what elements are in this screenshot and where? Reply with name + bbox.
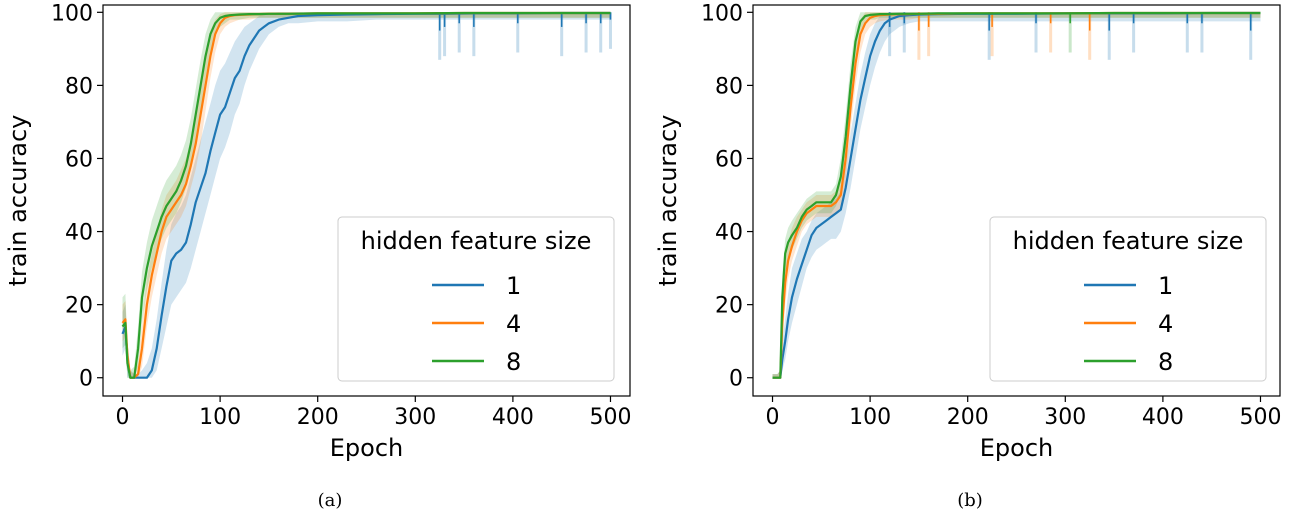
y-tick-label: 0 — [729, 367, 743, 392]
plot-frame — [752, 4, 1281, 397]
panel-caption: (b) — [957, 490, 983, 511]
legend-label-8: 8 — [1158, 348, 1173, 376]
x-tick-label: 100 — [199, 405, 241, 430]
legend-title: hidden feature size — [361, 227, 592, 255]
y-tick-label: 40 — [715, 221, 743, 246]
series-line-8 — [121, 11, 611, 379]
series-line-8 — [772, 11, 1261, 379]
legend-box — [337, 216, 615, 382]
legend-box — [989, 216, 1267, 382]
x-tick-label: 0 — [116, 405, 130, 430]
plot-frame — [102, 4, 631, 397]
legend-title: hidden feature size — [1013, 227, 1244, 255]
x-axis-label: Epoch — [330, 434, 404, 462]
y-tick-label: 100 — [51, 1, 93, 26]
y-tick-label: 100 — [701, 1, 743, 26]
y-tick-label: 80 — [65, 74, 93, 99]
chart-panel-b: 0 100 200 300 400 500 0 20 40 60 80 100 Epoch train a… — [654, 1, 1281, 511]
x-tick-label: 100 — [849, 405, 891, 430]
y-axis-label: train accuracy — [4, 115, 32, 287]
y-axis-label: train accuracy — [654, 115, 682, 287]
x-tick-label: 300 — [1044, 405, 1086, 430]
y-tick-label: 0 — [79, 367, 93, 392]
x-tick-label: 400 — [1142, 405, 1184, 430]
y-tick-label: 20 — [715, 294, 743, 319]
x-tick-label: 500 — [589, 405, 631, 430]
y-tick-label: 60 — [715, 147, 743, 172]
y-tick-label: 80 — [715, 74, 743, 99]
legend-label-8: 8 — [506, 348, 521, 376]
x-tick-label: 0 — [766, 405, 780, 430]
y-tick-label: 40 — [65, 221, 93, 246]
x-axis-label: Epoch — [980, 434, 1054, 462]
x-tick-label: 200 — [947, 405, 989, 430]
y-tick-label: 20 — [65, 294, 93, 319]
legend-label-1: 1 — [1158, 272, 1173, 300]
series-line-1 — [121, 11, 611, 379]
x-tick-label: 200 — [297, 405, 339, 430]
chart-panel-a: 0 100 200 300 400 500 0 20 40 60 80 100 Epoch train a… — [4, 1, 631, 511]
legend-label-1: 1 — [506, 272, 521, 300]
x-tick-label: 500 — [1239, 405, 1281, 430]
x-tick-label: 300 — [394, 405, 436, 430]
legend-label-4: 4 — [1158, 310, 1173, 338]
legend: hidden feature size 1 4 8 — [989, 216, 1267, 382]
x-tick-label: 400 — [492, 405, 534, 430]
y-tick-label: 60 — [65, 147, 93, 172]
panel-caption: (a) — [318, 490, 343, 511]
legend-label-4: 4 — [506, 310, 521, 338]
legend: hidden feature size 1 4 8 — [337, 216, 615, 382]
